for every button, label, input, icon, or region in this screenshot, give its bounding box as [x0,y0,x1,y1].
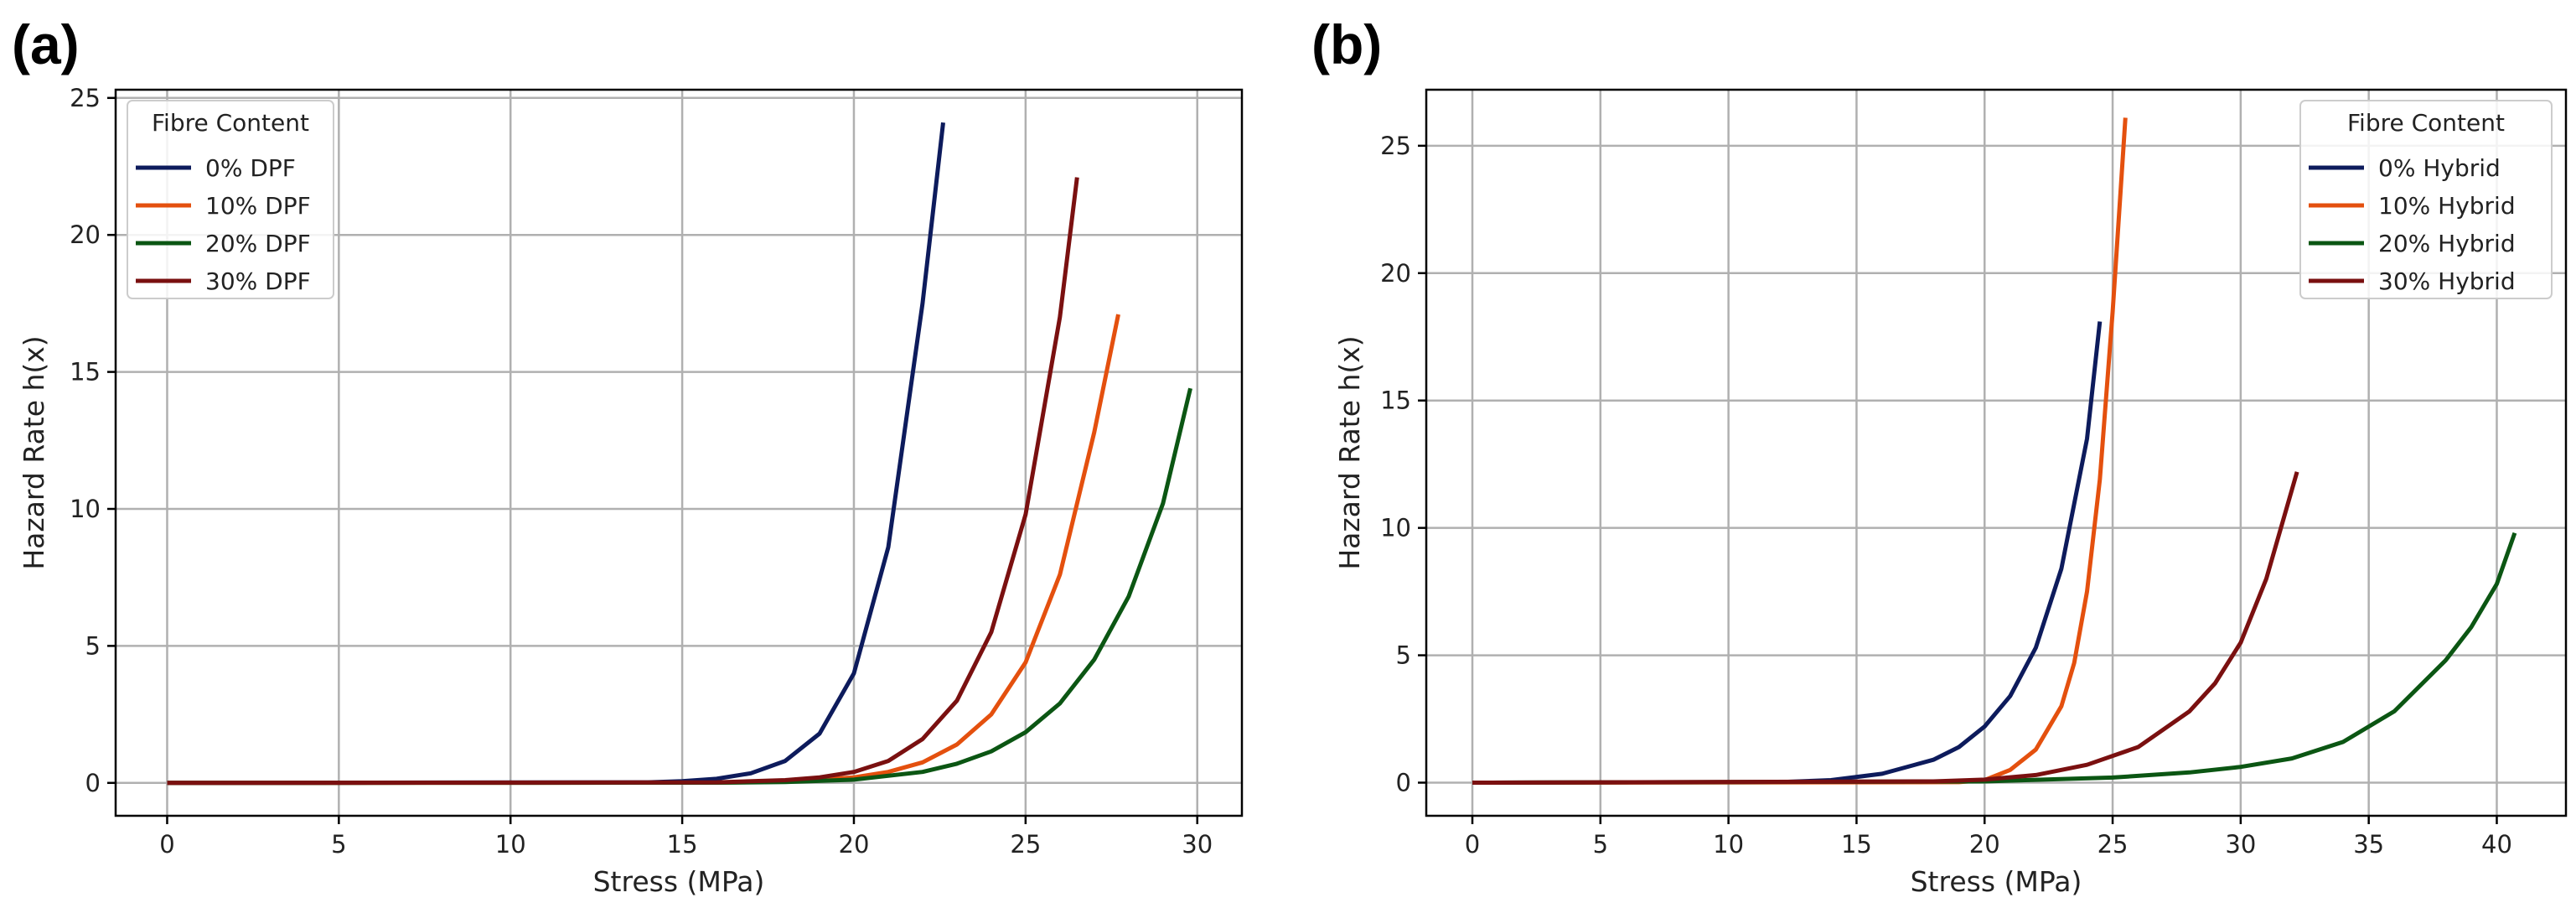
legend-label: 0% Hybrid [2378,154,2501,182]
axis-ticks: 0 5 10 15 20 25 30 35 40 0 5 10 15 20 25 [1380,132,2512,859]
legend-entries: 0% Hybrid 10% Hybrid 20% Hybrid 30% Hybrid [2309,154,2516,295]
y-tick-label: 0 [85,769,101,797]
axis-ticks: 0 5 10 15 20 25 30 0 5 10 15 20 25 [70,84,1213,859]
panel-label: (a) [12,13,80,75]
y-tick-label: 25 [1380,132,1411,160]
y-axis-title: Hazard Rate h(x) [18,335,50,569]
legend-label: 0% DPF [205,154,296,182]
x-axis-title: Stress (MPa) [1911,865,2082,898]
x-tick-label: 40 [2481,830,2512,859]
x-tick-label: 10 [1713,830,1744,859]
x-tick-label: 20 [1969,830,2000,859]
x-tick-label: 15 [1841,830,1872,859]
x-tick-label: 20 [839,830,870,859]
plot-frame [114,88,1244,817]
legend-title: Fibre Content [2347,109,2505,137]
plot-frame [1425,88,2568,817]
series-line-10-hybrid [1472,117,2128,785]
series-line-0-hybrid [1472,321,2103,785]
y-tick-label: 5 [85,631,101,660]
x-tick-label: 15 [667,830,698,859]
series-layer [167,122,1192,786]
legend: Fibre Content 0% DPF 10% DPF 20% DPF 30% DP… [127,100,334,299]
x-tick-label: 5 [1593,830,1608,859]
y-axis-title: Hazard Rate h(x) [1333,335,1366,569]
legend-label: 20% Hybrid [2378,230,2516,257]
series-line-30-dpf [167,177,1079,786]
x-tick-label: 5 [331,830,346,859]
x-tick-label: 30 [1182,830,1213,859]
x-axis-title: Stress (MPa) [593,865,765,898]
legend-title: Fibre Content [152,109,309,137]
series-line-30-hybrid [1472,471,2299,785]
legend-entries: 0% DPF 10% DPF 20% DPF 30% DPF [136,154,311,295]
x-tick-label: 35 [2353,830,2384,859]
y-tick-label: 15 [70,358,101,387]
panel-label: (b) [1311,13,1382,75]
y-tick-label: 15 [1380,387,1411,415]
legend-box [2299,100,2553,299]
chart-panel-b: (b) 0 5 10 15 20 25 30 35 40 0 5 10 15 20 25 Stress (M… [1311,13,2568,898]
x-tick-label: 25 [2098,830,2129,859]
y-tick-label: 10 [70,495,101,523]
legend-label: 30% DPF [205,267,311,295]
legend-label: 20% DPF [205,230,311,257]
legend-box [127,100,334,299]
x-tick-label: 10 [495,830,526,859]
x-tick-label: 0 [159,830,174,859]
y-tick-label: 5 [1396,641,1411,670]
legend: Fibre Content 0% Hybrid 10% Hybrid 20% Hyb… [2299,100,2553,299]
series-line-10-dpf [167,314,1120,786]
series-line-20-hybrid [1472,532,2517,785]
y-tick-label: 20 [70,221,101,249]
legend-label: 10% Hybrid [2378,192,2516,220]
y-tick-label: 10 [1380,514,1411,542]
x-tick-label: 0 [1465,830,1480,859]
legend-label: 10% DPF [205,192,311,220]
y-tick-label: 20 [1380,259,1411,288]
x-tick-label: 30 [2225,830,2256,859]
x-tick-label: 25 [1010,830,1041,859]
y-tick-label: 25 [70,84,101,112]
legend-label: 30% Hybrid [2378,267,2516,295]
series-layer [1472,117,2517,785]
y-tick-label: 0 [1396,768,1411,796]
